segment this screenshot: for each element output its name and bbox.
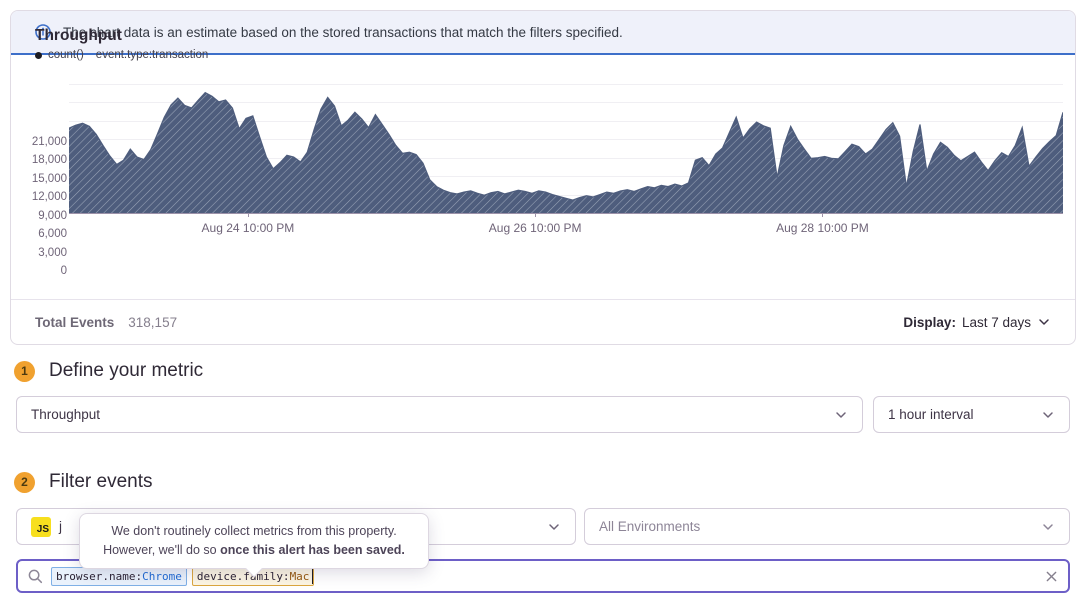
section-define-metric: 1 Define your metric: [14, 360, 203, 382]
chart-card: The chart data is an estimate based on t…: [10, 10, 1076, 345]
y-tick-label: 15,000: [31, 172, 67, 185]
tooltip-line1: We don't routinely collect metrics from …: [111, 524, 397, 538]
y-axis-labels: 21,000 18,000 15,000 12,000 9,000 6,000 3,000 0: [11, 77, 67, 277]
interval-select-value: 1 hour interval: [888, 407, 974, 422]
display-dropdown[interactable]: Display: Last 7 days: [903, 315, 1051, 330]
tooltip-line2-bold: once this alert has been saved.: [220, 542, 405, 557]
throughput-area-series: [69, 91, 1063, 213]
y-tick-label: 18,000: [31, 154, 67, 167]
text-caret: [312, 568, 314, 584]
series-dot-icon: [35, 51, 42, 59]
gridline: [69, 120, 1063, 122]
gridline: [69, 84, 1063, 85]
tooltip: We don't routinely collect metrics from …: [79, 513, 429, 577]
info-banner: The chart data is an estimate based on t…: [11, 11, 1075, 55]
gridline: [69, 213, 1063, 214]
gridline: [69, 194, 1063, 196]
chart-plot: [69, 84, 1063, 217]
x-tick-label: Aug 26 10:00 PM: [488, 221, 582, 235]
total-events-label: Total Events: [35, 314, 115, 330]
chevron-down-icon: [549, 523, 559, 530]
x-tick-mark: [247, 213, 249, 217]
y-tick-label: 9,000: [38, 209, 67, 222]
project-select-value: j: [59, 519, 62, 534]
section-title: Define your metric: [49, 360, 204, 381]
x-tick-label: Aug 24 10:00 PM: [201, 221, 295, 235]
step-number-badge: 1: [14, 360, 35, 382]
display-label: Display:: [903, 314, 956, 330]
search-icon: [28, 569, 43, 583]
y-tick-label: 0: [60, 265, 67, 277]
chart-legend: count() event.type:transaction: [35, 49, 208, 61]
javascript-platform-icon: JS: [31, 516, 51, 537]
total-events-value: 318,157: [128, 314, 178, 330]
step-number-badge: 2: [14, 471, 35, 493]
y-tick-label: 3,000: [38, 246, 67, 259]
filter-token-browser-name[interactable]: browser.name:Chrome: [51, 566, 187, 586]
section-filter-events: 2 Filter events: [14, 471, 152, 493]
gridline: [69, 176, 1063, 178]
info-icon: [35, 24, 51, 40]
environment-select[interactable]: All Environments: [584, 508, 1070, 545]
y-tick-label: 12,000: [31, 191, 67, 204]
x-tick-label: Aug 28 10:00 PM: [776, 221, 869, 235]
legend-aggregate: count(): [48, 49, 84, 61]
banner-text: The chart data is an estimate based on t…: [63, 24, 623, 40]
gridline: [69, 157, 1063, 159]
metric-select-value: Throughput: [31, 407, 101, 422]
tooltip-line2: However, we'll do so: [103, 542, 221, 557]
interval-select[interactable]: 1 hour interval: [873, 396, 1070, 433]
metric-select[interactable]: Throughput: [16, 396, 863, 433]
chevron-down-icon: [836, 411, 846, 418]
chevron-down-icon: [1039, 319, 1049, 325]
gridline: [69, 139, 1063, 141]
chevron-down-icon: [1043, 411, 1053, 418]
environment-select-value: All Environments: [599, 519, 701, 534]
y-tick-label: 21,000: [31, 136, 67, 148]
display-value: Last 7 days: [961, 314, 1031, 330]
y-tick-label: 6,000: [38, 228, 67, 241]
x-tick-mark: [822, 213, 824, 217]
legend-query: event.type:transaction: [95, 49, 209, 61]
gridline: [69, 102, 1063, 104]
section-title: Filter events: [49, 471, 153, 492]
chevron-down-icon: [1043, 523, 1053, 530]
chart-footer: Total Events 318,157 Display: Last 7 day…: [11, 299, 1075, 344]
chart-title: Throughput: [35, 27, 122, 44]
x-tick-mark: [535, 213, 537, 217]
close-icon[interactable]: [1045, 570, 1058, 583]
